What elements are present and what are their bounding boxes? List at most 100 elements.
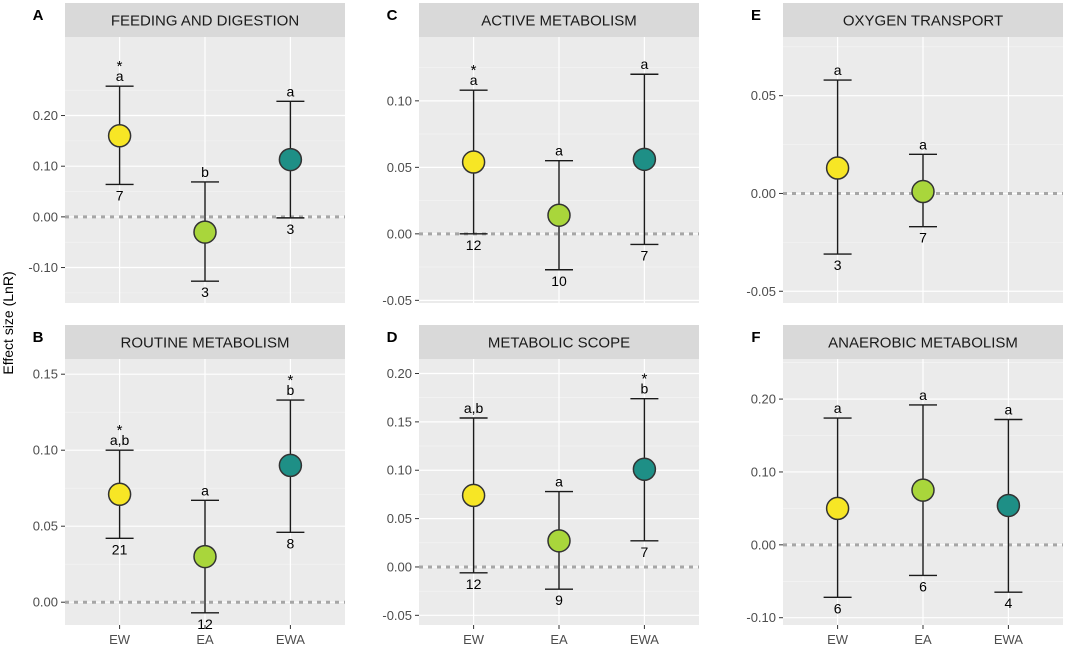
mean-point-marker: [911, 179, 935, 204]
y-tick-label: 0.00: [751, 537, 776, 552]
y-tick-label: 0.00: [751, 186, 776, 201]
data-point-ewa: b* 7: [630, 371, 659, 560]
data-point-ea: b3: [191, 164, 219, 300]
sample-size-label: 21: [112, 541, 128, 557]
mean-point-marker: [825, 156, 850, 180]
mean-point-marker: [632, 147, 657, 172]
x-tick-label: EA: [196, 632, 214, 647]
x-tick-label: EA: [914, 632, 932, 647]
y-tick-label: 0.20: [751, 392, 776, 407]
y-tick-label: -0.05: [382, 293, 412, 308]
panel-b: 0.00 0.05 0.10 0.15 ROUTINE METABOLISM B EW EA E…: [33, 325, 345, 647]
panel-title: OXYGEN TRANSPORT: [843, 13, 1003, 30]
sample-size-label: 6: [919, 578, 927, 594]
mean-point-marker: [278, 147, 303, 172]
mean-point-marker: [278, 453, 303, 478]
significance-letter: a,b: [110, 432, 130, 448]
significance-letter: a: [834, 62, 842, 78]
data-point-ew: a* 7: [105, 58, 134, 203]
y-tick-label: 0.00: [33, 209, 58, 224]
data-point-ew: a* 12: [459, 62, 488, 253]
significance-letter: a: [201, 482, 209, 498]
panel-letter: A: [33, 7, 44, 24]
y-tick-label: 0.10: [387, 93, 412, 108]
panel-letter: F: [751, 329, 760, 346]
significance-letter: a: [919, 136, 927, 152]
y-tick-label: -0.05: [746, 284, 776, 299]
significance-letter: b: [287, 382, 295, 398]
panel-strip: [783, 3, 1063, 37]
significance-star: *: [471, 62, 477, 79]
panel-a: -0.10 0.00 0.10 0.20 FEEDING AND DIGESTION Aa…: [28, 3, 345, 303]
data-point-ew: a,b 12: [459, 400, 488, 592]
significance-letter: a: [555, 474, 563, 490]
mean-point-marker: [107, 482, 132, 507]
panel-title: FEEDING AND DIGESTION: [111, 13, 299, 30]
y-tick-label: 0.10: [387, 463, 412, 478]
significance-letter: a: [834, 400, 842, 416]
data-point-ea: a 12: [191, 482, 219, 632]
mean-point-marker: [193, 544, 217, 569]
sample-size-label: 8: [287, 535, 295, 551]
data-point-ew: a,b* 21: [105, 422, 134, 557]
mean-point-marker: [911, 478, 935, 502]
y-tick-label: 0.05: [751, 88, 776, 103]
y-tick-label: 0.10: [751, 464, 776, 479]
data-point-ea: a7: [909, 136, 937, 246]
y-tick-label: 0.00: [33, 595, 58, 610]
sample-size-label: 9: [555, 592, 563, 608]
panel-strip: [65, 325, 345, 359]
y-tick-label: 0.20: [387, 366, 412, 381]
significance-letter: a: [116, 68, 124, 84]
y-tick-label: 0.05: [387, 160, 412, 175]
data-point-ea: a 10: [545, 143, 573, 289]
y-tick-label: 0.15: [33, 367, 58, 382]
significance-star: *: [117, 422, 123, 439]
x-tick-label: EWA: [276, 632, 305, 647]
y-axis-title: Effect size (LnR): [0, 271, 16, 374]
y-tick-label: 0.00: [387, 559, 412, 574]
mean-point-marker: [825, 496, 850, 521]
data-point-ewa: a4: [994, 401, 1023, 611]
y-tick-label: 0.05: [387, 511, 412, 526]
data-point-ewa: a3: [276, 83, 305, 237]
sample-size-label: 12: [466, 576, 482, 592]
significance-letter: a: [1005, 401, 1013, 417]
significance-letter: a,b: [464, 400, 484, 416]
significance-star: *: [287, 372, 293, 389]
panel-letter: B: [33, 329, 44, 346]
sample-size-label: 7: [919, 230, 927, 246]
panel-letter: E: [751, 7, 761, 24]
data-point-ea: a9: [545, 474, 573, 608]
x-tick-label: EW: [463, 632, 485, 647]
sample-size-label: 6: [834, 600, 842, 616]
data-point-ew: a3: [823, 62, 852, 273]
sample-size-label: 7: [116, 187, 124, 203]
y-tick-label: 0.10: [33, 159, 58, 174]
y-tick-label: 0.00: [387, 226, 412, 241]
sample-size-label: 10: [551, 273, 567, 289]
panel-strip: [419, 3, 699, 37]
y-tick-label: -0.10: [28, 260, 58, 275]
panel-title: ANAEROBIC METABOLISM: [828, 335, 1018, 352]
mean-point-marker: [193, 220, 217, 244]
significance-star: *: [641, 371, 647, 388]
panel-f: -0.10 0.00 0.10 0.20 ANAEROBIC METABOLISM F EW…: [746, 325, 1063, 647]
data-point-ea: a6: [909, 387, 937, 594]
x-tick-label: EA: [550, 632, 568, 647]
significance-letter: a: [555, 143, 563, 159]
y-tick-label: -0.10: [746, 610, 776, 625]
significance-letter: a: [287, 83, 295, 99]
x-tick-label: EW: [827, 632, 849, 647]
panel-strip: [419, 325, 699, 359]
sample-size-label: 3: [201, 284, 209, 300]
panel-title: ROUTINE METABOLISM: [121, 335, 290, 352]
sample-size-label: 3: [287, 221, 295, 237]
x-tick-label: EW: [109, 632, 131, 647]
sample-size-label: 7: [641, 247, 649, 263]
data-point-ewa: b* 8: [276, 372, 305, 551]
sample-size-label: 12: [466, 237, 482, 253]
